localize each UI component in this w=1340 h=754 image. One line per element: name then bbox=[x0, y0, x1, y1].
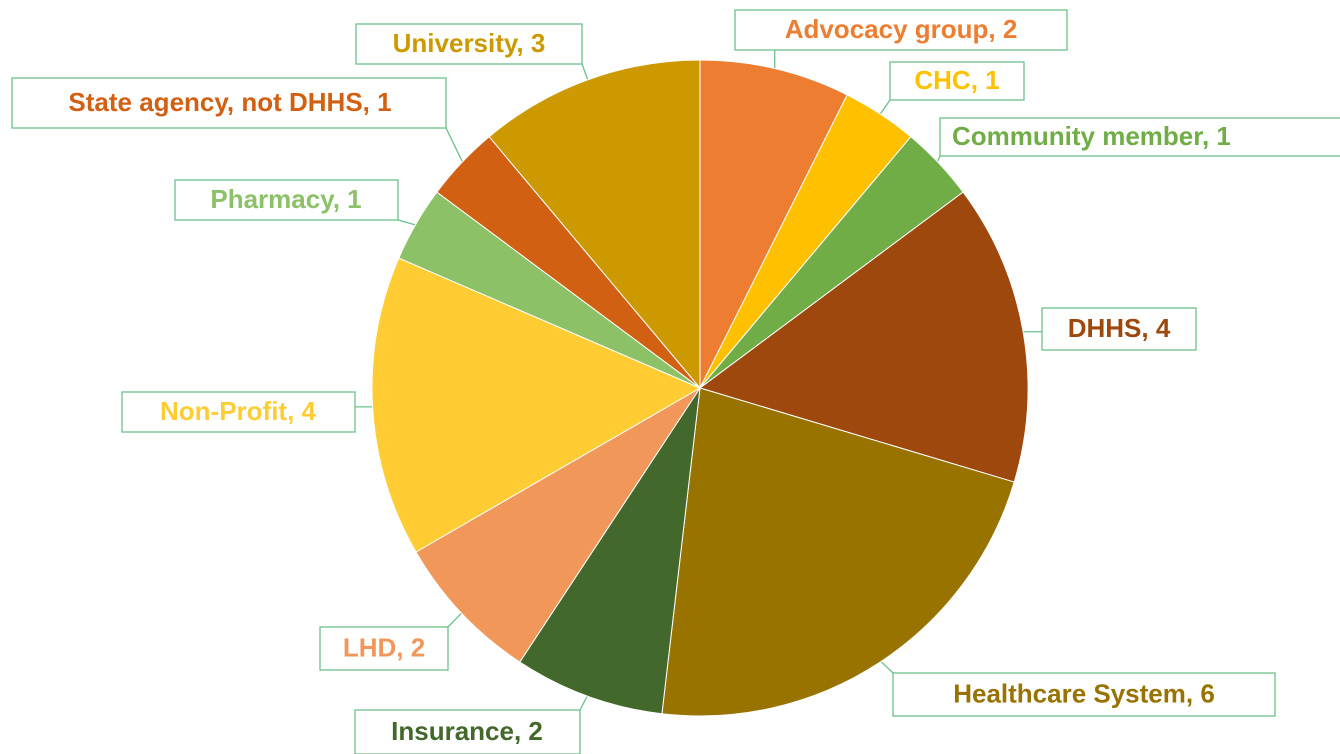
pie-slice bbox=[699, 59, 848, 389]
data-label: Advocacy group, 2 bbox=[785, 14, 1018, 44]
label-box bbox=[319, 626, 449, 671]
pie-slice bbox=[661, 387, 1015, 717]
data-label: CHC, 1 bbox=[914, 65, 999, 95]
pie-slice bbox=[371, 257, 702, 553]
label-box bbox=[1041, 307, 1197, 351]
pie-slice bbox=[415, 387, 701, 663]
label-box bbox=[121, 391, 356, 433]
data-label: Community member, 1 bbox=[952, 121, 1231, 151]
data-label: Healthcare System, 6 bbox=[953, 678, 1215, 708]
label-box bbox=[355, 23, 583, 65]
pie-slice bbox=[698, 191, 1029, 483]
label-box bbox=[939, 117, 1340, 157]
data-label: Insurance, 2 bbox=[391, 716, 543, 746]
label-box bbox=[734, 9, 1068, 51]
label-box bbox=[889, 61, 1025, 101]
data-label: State agency, not DHHS, 1 bbox=[68, 87, 391, 117]
label-box bbox=[174, 179, 399, 221]
label-box bbox=[892, 672, 1276, 717]
data-label: Non-Profit, 4 bbox=[160, 396, 317, 426]
data-label: LHD, 2 bbox=[343, 632, 425, 662]
data-label: DHHS, 4 bbox=[1068, 313, 1171, 343]
leader-line bbox=[445, 127, 465, 166]
data-label: University, 3 bbox=[393, 28, 546, 58]
label-box bbox=[354, 709, 581, 754]
pie-slice bbox=[488, 59, 701, 390]
label-box bbox=[11, 77, 447, 129]
pie-slice bbox=[519, 387, 701, 715]
data-label: Pharmacy, 1 bbox=[210, 184, 361, 214]
